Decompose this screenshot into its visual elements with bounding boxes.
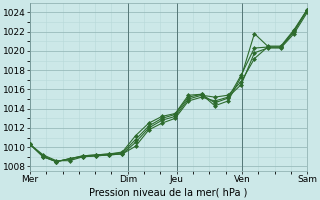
X-axis label: Pression niveau de la mer( hPa ): Pression niveau de la mer( hPa ) <box>89 187 248 197</box>
